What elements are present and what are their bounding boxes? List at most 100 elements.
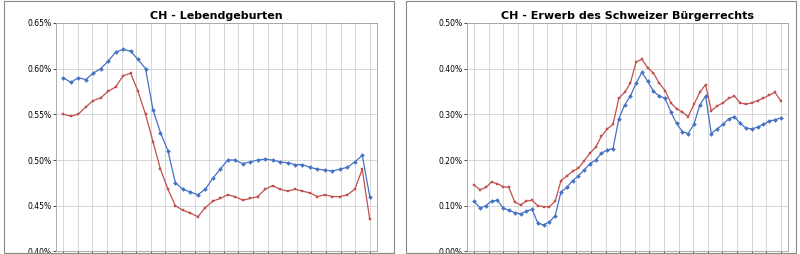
Lebendgeburten / Pop_EoP(-1) >  sm - Total/Total [170,181,180,184]
Lebendgeburten / Pop_EoP(-1) >  sf - Total/Total [193,215,202,218]
Title: CH - Erwerb des Schweizer Bürgerrechts: CH - Erwerb des Schweizer Bürgerrechts [501,11,754,21]
Lebendgeburten / Pop_EoP(-1) >  sm - Total/Total [148,108,158,111]
Lebendgeburten / Pop_EoP(-1) >  sm - Total/Total [260,157,270,161]
Lebendgeburten / Pop_EoP(-1) >  sm - Total/Total [201,188,210,191]
Erwerb des Sch / Pop_EoP(-1) >  sm - Total/Total [522,210,531,213]
Lebendgeburten / Pop_EoP(-1) >  sm - Total/Total [103,60,113,63]
Lebendgeburten / Pop_EoP(-1) >  sf - Total/Total [342,193,352,196]
Erwerb des Sch / Pop_EoP(-1) >  sm - Total/Total [776,116,786,119]
Lebendgeburten / Pop_EoP(-1) >  sm - Total/Total [305,166,314,169]
Lebendgeburten / Pop_EoP(-1) >  sf - Total/Total [170,204,180,207]
Lebendgeburten / Pop_EoP(-1) >  sf - Total/Total [365,218,374,221]
Lebendgeburten / Pop_EoP(-1) >  sm - Total/Total [58,76,68,79]
Lebendgeburten / Pop_EoP(-1) >  sm - Total/Total [282,161,292,164]
Lebendgeburten / Pop_EoP(-1) >  sm - Total/Total [342,166,352,169]
Lebendgeburten / Pop_EoP(-1) >  sf - Total/Total [230,195,240,198]
Lebendgeburten / Pop_EoP(-1) >  sm - Total/Total [230,158,240,162]
Lebendgeburten / Pop_EoP(-1) >  sf - Total/Total [282,189,292,193]
Lebendgeburten / Pop_EoP(-1) >  sm - Total/Total [327,169,337,172]
Lebendgeburten / Pop_EoP(-1) >  sm - Total/Total [238,162,247,165]
Lebendgeburten / Pop_EoP(-1) >  sm - Total/Total [74,76,83,79]
Lebendgeburten / Pop_EoP(-1) >  sm - Total/Total [88,72,98,75]
Lebendgeburten / Pop_EoP(-1) >  sm - Total/Total [215,168,225,171]
Lebendgeburten / Pop_EoP(-1) >  sm - Total/Total [253,158,262,162]
Lebendgeburten / Pop_EoP(-1) >  sm - Total/Total [358,154,367,157]
Lebendgeburten / Pop_EoP(-1) >  sm - Total/Total [365,195,374,198]
Lebendgeburten / Pop_EoP(-1) >  sf - Total/Total [313,195,322,198]
Erwerb des Sch / Pop_EoP(-1) >  sf - Total/Total [591,146,601,149]
Lebendgeburten / Pop_EoP(-1) >  sm - Total/Total [163,149,173,152]
Lebendgeburten / Pop_EoP(-1) >  sf - Total/Total [81,105,90,108]
Erwerb des Sch / Pop_EoP(-1) >  sf - Total/Total [689,103,698,106]
Erwerb des Sch / Pop_EoP(-1) >  sm - Total/Total [666,110,676,114]
Lebendgeburten / Pop_EoP(-1) >  sf - Total/Total [74,113,83,116]
Lebendgeburten / Pop_EoP(-1) >  sf - Total/Total [156,168,166,171]
Erwerb des Sch / Pop_EoP(-1) >  sm - Total/Total [660,97,670,100]
Lebendgeburten / Pop_EoP(-1) >  sm - Total/Total [320,169,330,172]
Lebendgeburten / Pop_EoP(-1) >  sf - Total/Total [305,192,314,195]
Lebendgeburten / Pop_EoP(-1) >  sf - Total/Total [275,188,285,191]
Lebendgeburten / Pop_EoP(-1) >  sm - Total/Total [118,48,128,51]
Lebendgeburten / Pop_EoP(-1) >  sm - Total/Total [298,163,307,166]
Lebendgeburten / Pop_EoP(-1) >  sm - Total/Total [275,160,285,163]
Erwerb des Sch / Pop_EoP(-1) >  sm - Total/Total [591,158,601,162]
Line: Erwerb des Sch / Pop_EoP(-1) >  sm - Total/Total: Erwerb des Sch / Pop_EoP(-1) > sm - Tota… [473,71,782,226]
Lebendgeburten / Pop_EoP(-1) >  sm - Total/Total [290,163,300,166]
Lebendgeburten / Pop_EoP(-1) >  sf - Total/Total [111,85,121,88]
Lebendgeburten / Pop_EoP(-1) >  sf - Total/Total [163,188,173,191]
Lebendgeburten / Pop_EoP(-1) >  sf - Total/Total [320,193,330,196]
Lebendgeburten / Pop_EoP(-1) >  sf - Total/Total [246,197,255,200]
Lebendgeburten / Pop_EoP(-1) >  sf - Total/Total [223,193,233,196]
Lebendgeburten / Pop_EoP(-1) >  sm - Total/Total [186,190,195,194]
Lebendgeburten / Pop_EoP(-1) >  sf - Total/Total [126,72,135,75]
Erwerb des Sch / Pop_EoP(-1) >  sm - Total/Total [539,224,549,227]
Lebendgeburten / Pop_EoP(-1) >  sf - Total/Total [148,140,158,143]
Line: Lebendgeburten / Pop_EoP(-1) >  sf - Total/Total: Lebendgeburten / Pop_EoP(-1) > sf - Tota… [62,72,371,221]
Lebendgeburten / Pop_EoP(-1) >  sf - Total/Total [327,195,337,198]
Lebendgeburten / Pop_EoP(-1) >  sf - Total/Total [201,206,210,209]
Lebendgeburten / Pop_EoP(-1) >  sf - Total/Total [178,209,188,212]
Lebendgeburten / Pop_EoP(-1) >  sf - Total/Total [268,184,278,187]
Lebendgeburten / Pop_EoP(-1) >  sf - Total/Total [290,188,300,191]
Lebendgeburten / Pop_EoP(-1) >  sf - Total/Total [298,189,307,193]
Erwerb des Sch / Pop_EoP(-1) >  sf - Total/Total [666,101,676,104]
Lebendgeburten / Pop_EoP(-1) >  sf - Total/Total [253,195,262,198]
Lebendgeburten / Pop_EoP(-1) >  sf - Total/Total [238,199,247,202]
Lebendgeburten / Pop_EoP(-1) >  sm - Total/Total [313,168,322,171]
Line: Lebendgeburten / Pop_EoP(-1) >  sm - Total/Total: Lebendgeburten / Pop_EoP(-1) > sm - Tota… [62,48,371,198]
Lebendgeburten / Pop_EoP(-1) >  sm - Total/Total [134,58,143,61]
Title: CH - Lebendgeburten: CH - Lebendgeburten [150,11,283,21]
Lebendgeburten / Pop_EoP(-1) >  sm - Total/Total [246,160,255,163]
Lebendgeburten / Pop_EoP(-1) >  sf - Total/Total [260,188,270,191]
Lebendgeburten / Pop_EoP(-1) >  sf - Total/Total [186,212,195,215]
Lebendgeburten / Pop_EoP(-1) >  sm - Total/Total [350,160,360,163]
Lebendgeburten / Pop_EoP(-1) >  sm - Total/Total [96,67,106,70]
Lebendgeburten / Pop_EoP(-1) >  sm - Total/Total [178,188,188,191]
Erwerb des Sch / Pop_EoP(-1) >  sf - Total/Total [539,205,549,208]
Lebendgeburten / Pop_EoP(-1) >  sf - Total/Total [335,195,345,198]
Line: Erwerb des Sch / Pop_EoP(-1) >  sf - Total/Total: Erwerb des Sch / Pop_EoP(-1) > sf - Tota… [473,58,782,208]
Lebendgeburten / Pop_EoP(-1) >  sf - Total/Total [96,96,106,99]
Erwerb des Sch / Pop_EoP(-1) >  sf - Total/Total [776,99,786,102]
Erwerb des Sch / Pop_EoP(-1) >  sf - Total/Total [660,89,670,92]
Lebendgeburten / Pop_EoP(-1) >  sm - Total/Total [111,51,121,54]
Lebendgeburten / Pop_EoP(-1) >  sf - Total/Total [103,90,113,93]
Lebendgeburten / Pop_EoP(-1) >  sm - Total/Total [126,50,135,53]
Lebendgeburten / Pop_EoP(-1) >  sm - Total/Total [141,67,150,70]
Erwerb des Sch / Pop_EoP(-1) >  sf - Total/Total [470,184,479,187]
Erwerb des Sch / Pop_EoP(-1) >  sm - Total/Total [689,123,698,126]
Lebendgeburten / Pop_EoP(-1) >  sf - Total/Total [208,200,218,203]
Lebendgeburten / Pop_EoP(-1) >  sf - Total/Total [141,113,150,116]
Lebendgeburten / Pop_EoP(-1) >  sf - Total/Total [215,197,225,200]
Erwerb des Sch / Pop_EoP(-1) >  sm - Total/Total [470,200,479,203]
Lebendgeburten / Pop_EoP(-1) >  sm - Total/Total [223,158,233,162]
Lebendgeburten / Pop_EoP(-1) >  sf - Total/Total [58,113,68,116]
Erwerb des Sch / Pop_EoP(-1) >  sf - Total/Total [637,58,646,61]
Lebendgeburten / Pop_EoP(-1) >  sm - Total/Total [193,193,202,196]
Lebendgeburten / Pop_EoP(-1) >  sm - Total/Total [66,81,75,84]
Lebendgeburten / Pop_EoP(-1) >  sm - Total/Total [335,168,345,171]
Lebendgeburten / Pop_EoP(-1) >  sm - Total/Total [208,177,218,180]
Lebendgeburten / Pop_EoP(-1) >  sf - Total/Total [66,115,75,118]
Lebendgeburten / Pop_EoP(-1) >  sf - Total/Total [134,90,143,93]
Erwerb des Sch / Pop_EoP(-1) >  sm - Total/Total [637,71,646,74]
